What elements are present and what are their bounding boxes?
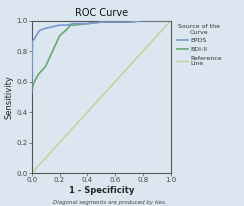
X-axis label: 1 - Specificity: 1 - Specificity — [69, 186, 134, 195]
Legend: EPDS, BDI-II, Reference
Line: EPDS, BDI-II, Reference Line — [177, 24, 222, 66]
Y-axis label: Sensitivity: Sensitivity — [5, 75, 13, 119]
Title: ROC Curve: ROC Curve — [75, 8, 128, 18]
Text: Diagonal segments are produced by ties.: Diagonal segments are produced by ties. — [53, 200, 167, 205]
